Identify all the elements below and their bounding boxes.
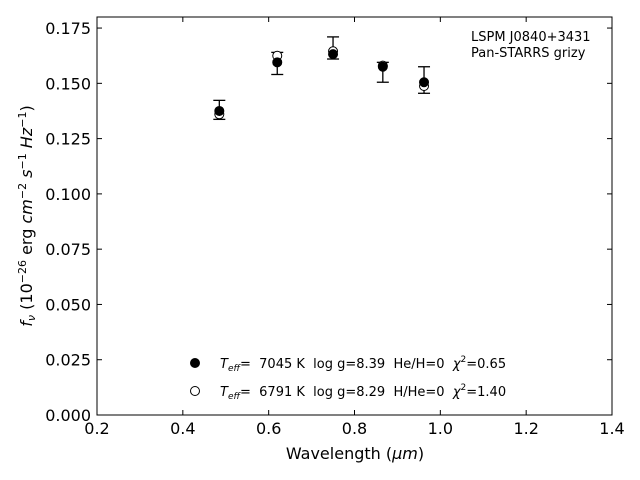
annotation-line-2: Pan-STARRS grizy — [471, 46, 586, 61]
annotation-line-1: LSPM J0840+3431 — [471, 30, 591, 45]
x-tick-label: 1.0 — [428, 419, 453, 438]
x-tick-label: 0.4 — [170, 419, 195, 438]
y-tick-label: 0.075 — [45, 240, 91, 259]
point-filled — [377, 61, 388, 72]
x-tick-label: 1.2 — [513, 419, 538, 438]
y-axis-label: fν (10−26 erg cm−2 s−1 Hz−1) — [16, 105, 38, 326]
x-tick-label: 1.4 — [599, 419, 624, 438]
y-tick-label: 0.175 — [45, 19, 91, 38]
legend-entry-2: Teff= 6791 K log g=8.29 H/He=0 χ2=1.40 — [220, 383, 506, 402]
plot-frame — [96, 16, 613, 416]
x-axis-label: Wavelength (μm) — [286, 444, 424, 463]
error-bars — [213, 36, 431, 121]
data-points — [214, 46, 430, 120]
legend-entry-1: Teff= 7045 K log g=8.39 He/H=0 χ2=0.65 — [220, 355, 506, 374]
axis-ticks: 0.2 0.4 0.6 0.8 1.0 1.2 1.4 0.000 0.025 0.050 0.07… — [45, 17, 625, 438]
y-tick-label: 0.050 — [45, 295, 91, 314]
y-tick-label: 0.100 — [45, 185, 91, 204]
point-filled — [328, 49, 339, 60]
legend: Teff= 7045 K log g=8.39 He/H=0 χ2=0.65 T… — [190, 355, 506, 402]
y-tick-label: 0.125 — [45, 130, 91, 149]
y-tick-label: 0.025 — [45, 351, 91, 370]
x-tick-label: 0.6 — [256, 419, 281, 438]
point-filled — [272, 57, 283, 68]
point-filled — [214, 105, 225, 116]
legend-marker-open — [190, 386, 200, 396]
y-tick-label: 0.150 — [45, 74, 91, 93]
point-filled — [419, 77, 430, 88]
x-tick-label: 0.2 — [84, 419, 109, 438]
legend-marker-filled — [190, 358, 200, 368]
x-tick-label: 0.8 — [342, 419, 367, 438]
y-tick-label: 0.000 — [45, 406, 91, 425]
